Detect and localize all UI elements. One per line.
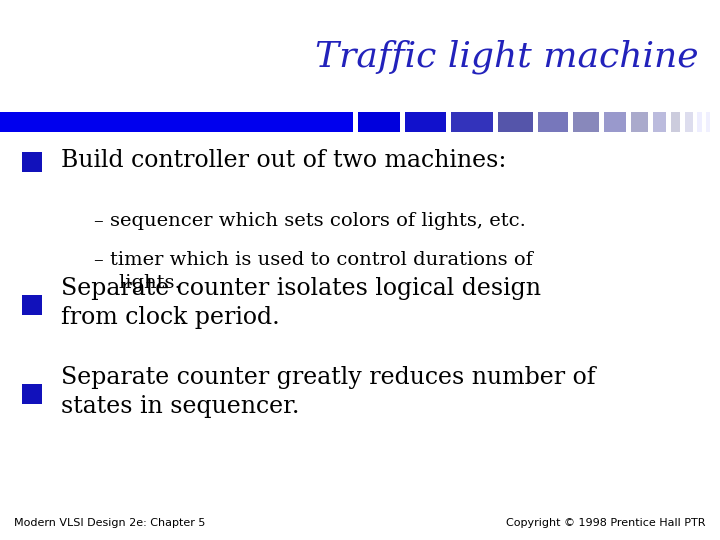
Bar <box>706 112 710 132</box>
Text: – sequencer which sets colors of lights, etc.: – sequencer which sets colors of lights,… <box>94 212 526 230</box>
Bar <box>653 112 666 132</box>
Text: Separate counter isolates logical design
from clock period.: Separate counter isolates logical design… <box>61 277 541 329</box>
Bar <box>22 295 42 315</box>
Bar <box>405 112 446 132</box>
Bar <box>685 112 693 132</box>
Text: Copyright © 1998 Prentice Hall PTR: Copyright © 1998 Prentice Hall PTR <box>506 518 706 528</box>
Bar <box>22 152 42 172</box>
Text: Modern VLSI Design 2e: Chapter 5: Modern VLSI Design 2e: Chapter 5 <box>14 518 206 528</box>
Bar <box>498 112 533 132</box>
Bar <box>451 112 493 132</box>
Text: – timer which is used to control durations of
    lights.: – timer which is used to control duratio… <box>94 251 533 292</box>
Bar <box>538 112 568 132</box>
Bar <box>604 112 626 132</box>
Text: Build controller out of two machines:: Build controller out of two machines: <box>61 148 507 172</box>
Bar <box>0 112 353 132</box>
Bar <box>573 112 599 132</box>
Text: Traffic light machine: Traffic light machine <box>315 39 698 74</box>
Bar <box>697 112 702 132</box>
Bar <box>22 384 42 404</box>
Bar <box>358 112 400 132</box>
Bar <box>631 112 648 132</box>
Text: Separate counter greatly reduces number of
states in sequencer.: Separate counter greatly reduces number … <box>61 366 595 418</box>
Bar <box>671 112 680 132</box>
